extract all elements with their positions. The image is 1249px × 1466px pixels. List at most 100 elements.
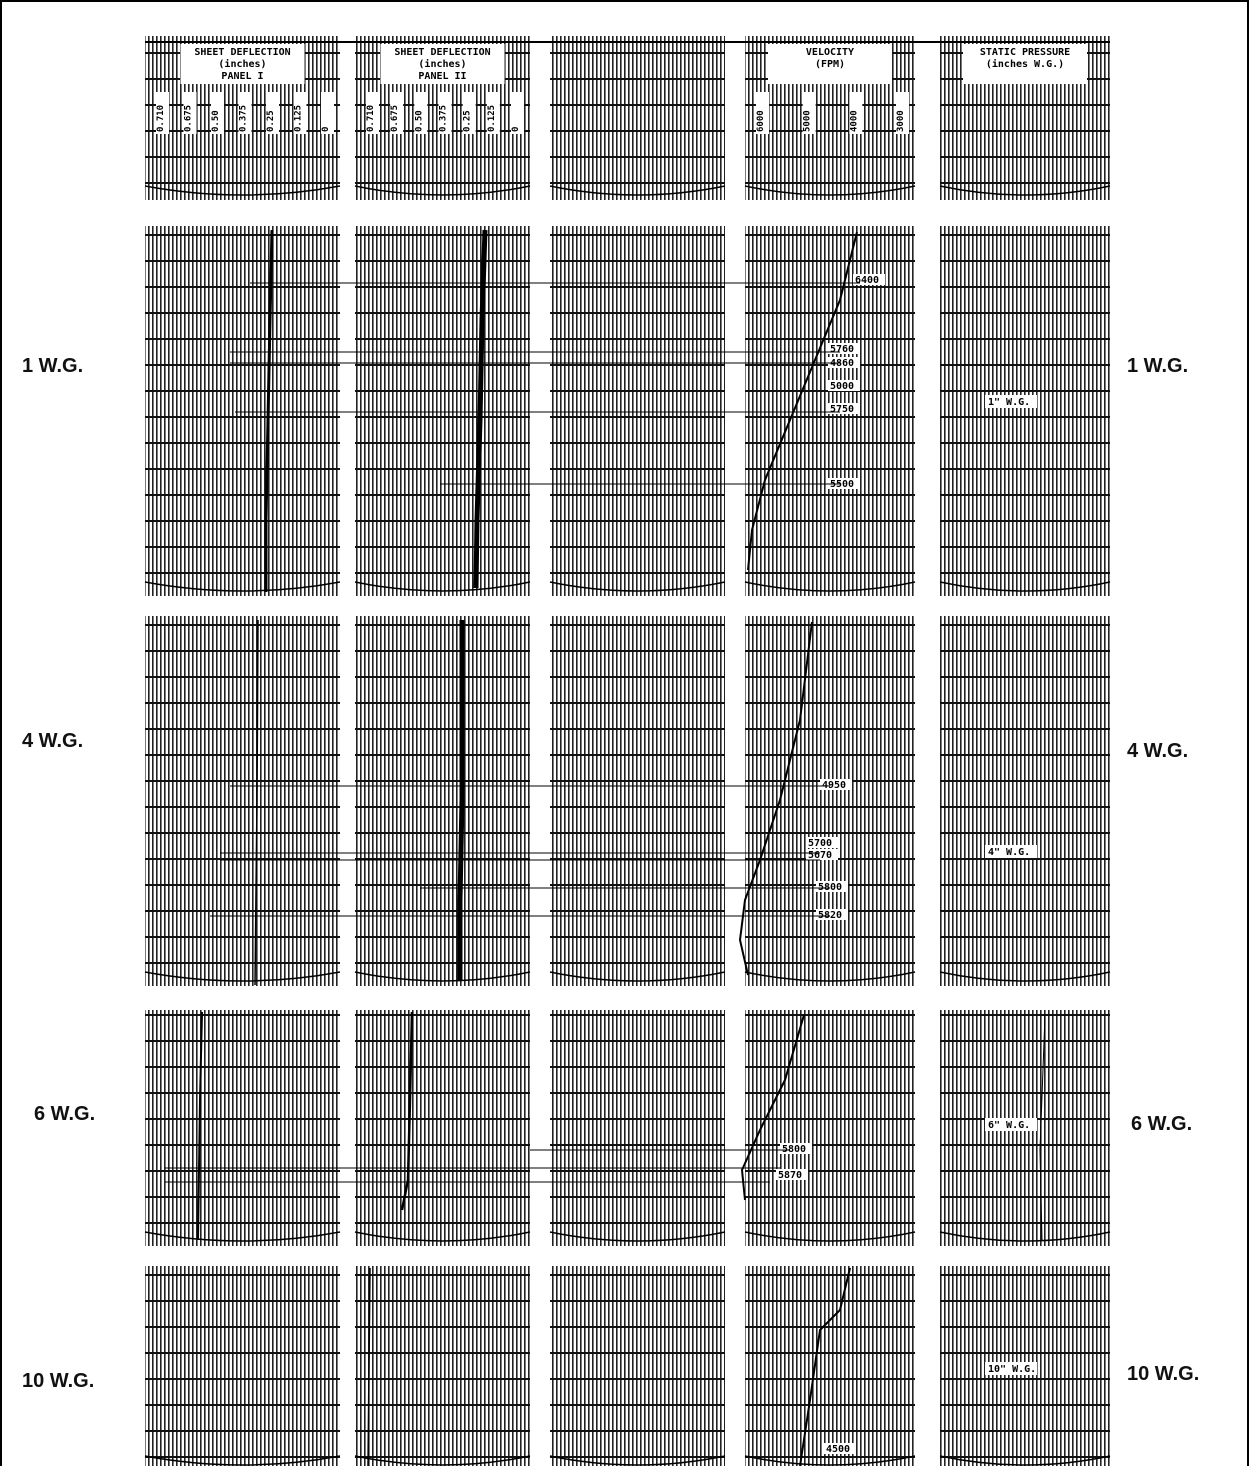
trace [457, 620, 465, 980]
panels [144, 36, 1111, 1466]
column-title: SHEET DEFLECTION [194, 47, 290, 58]
column-unit: (inches) [418, 58, 466, 70]
scale-label: 0.125 [487, 105, 497, 132]
velocity-note: 4950 [822, 780, 846, 791]
strip-arc [744, 581, 916, 592]
chart-strip [145, 616, 340, 986]
label-bg [828, 403, 860, 414]
chart-strip [145, 1266, 340, 1466]
pressure-note: 1" W.G. [988, 397, 1030, 408]
label-bg [380, 44, 505, 84]
scale-label: 4000 [849, 110, 859, 132]
column-title: VELOCITY [806, 47, 854, 58]
strip-arc [744, 185, 916, 196]
label-bg [486, 92, 500, 134]
label-bg [511, 92, 524, 134]
strip-arc [549, 971, 726, 982]
label-bg [438, 92, 452, 134]
column-panel: PANEL II [418, 71, 466, 82]
row-label: 10 W.G. [1127, 1363, 1199, 1385]
column-title: SHEET DEFLECTION [394, 47, 490, 58]
label-bg [180, 44, 305, 84]
label-bg [985, 395, 1037, 408]
trace [400, 1011, 414, 1211]
strip-arc [939, 581, 1111, 592]
velocity-note: 6400 [855, 275, 879, 286]
trace [799, 1267, 851, 1466]
trace [747, 231, 858, 571]
strip-arc [354, 185, 531, 196]
label-bg [183, 92, 197, 134]
row-label: 4 W.G. [1127, 740, 1188, 762]
scale-label: 0.50 [414, 110, 424, 132]
velocity-note: 5750 [830, 404, 854, 415]
scale-label: 0.25 [266, 110, 276, 132]
strip-arc [354, 1455, 531, 1466]
label-bg [828, 357, 860, 368]
strip-arc [354, 971, 531, 982]
scale-label: 0.50 [211, 110, 221, 132]
scale-label: 0.710 [366, 105, 376, 132]
velocity-note: 4500 [826, 1444, 850, 1455]
pressure-note: 4" W.G. [988, 847, 1030, 858]
scale-label: 0.710 [156, 105, 166, 132]
label-bg [293, 92, 307, 134]
chart-strip [550, 36, 725, 200]
label-bg [768, 44, 892, 84]
column-unit: (inches) [218, 58, 266, 70]
scale-label: 0.375 [239, 105, 249, 132]
label-bg [963, 44, 1087, 84]
chart-strip [355, 616, 530, 986]
label-bg [756, 92, 769, 134]
trace [740, 1014, 805, 1201]
label-bg [853, 274, 885, 285]
chart-strip [940, 616, 1110, 986]
chart-strip [550, 226, 725, 596]
velocity-note: 5500 [830, 479, 854, 490]
velocity-note: 4860 [830, 358, 854, 369]
velocity-note: 5870 [778, 1170, 802, 1181]
velocity-note: 5820 [818, 910, 842, 921]
strip-arc [744, 971, 916, 982]
marker-line [230, 282, 860, 485]
row-label: 1 W.G. [22, 355, 83, 377]
strip-arc [144, 1455, 341, 1466]
marker-line [210, 785, 830, 917]
strip-arc [549, 581, 726, 592]
chart-strip [940, 226, 1110, 596]
scale-label: 0.675 [390, 105, 400, 132]
velocity-note: 5000 [830, 381, 854, 392]
chart-strip [355, 1010, 530, 1246]
scale-label: 6000 [756, 110, 766, 132]
label-bg [806, 837, 838, 848]
scale-label: 5000 [803, 110, 813, 132]
strip-arc [354, 581, 531, 592]
velocity-note: 5800 [782, 1144, 806, 1155]
trace [197, 1011, 203, 1241]
chart-strip [550, 1010, 725, 1246]
trace [254, 619, 259, 986]
scale-label: 3000 [896, 110, 906, 132]
label-bg [985, 1362, 1037, 1375]
label-bg [985, 845, 1037, 858]
label-bg [156, 92, 169, 134]
label-bg [896, 92, 909, 134]
chart-strip [355, 1266, 530, 1466]
label-bg [828, 343, 860, 354]
chart-strip [355, 226, 530, 596]
label-bg [816, 881, 848, 892]
label-bg [828, 380, 860, 391]
column-unit: (FPM) [815, 59, 845, 70]
label-bg [238, 92, 252, 134]
strip-arc [939, 1231, 1111, 1242]
strip-arc [939, 1455, 1111, 1466]
label-bg [849, 92, 863, 134]
label-bg [802, 92, 816, 134]
row-label: 1 W.G. [1127, 355, 1188, 377]
label-bg [985, 1118, 1037, 1131]
strip-arc [549, 1231, 726, 1242]
strip-arc [549, 185, 726, 196]
